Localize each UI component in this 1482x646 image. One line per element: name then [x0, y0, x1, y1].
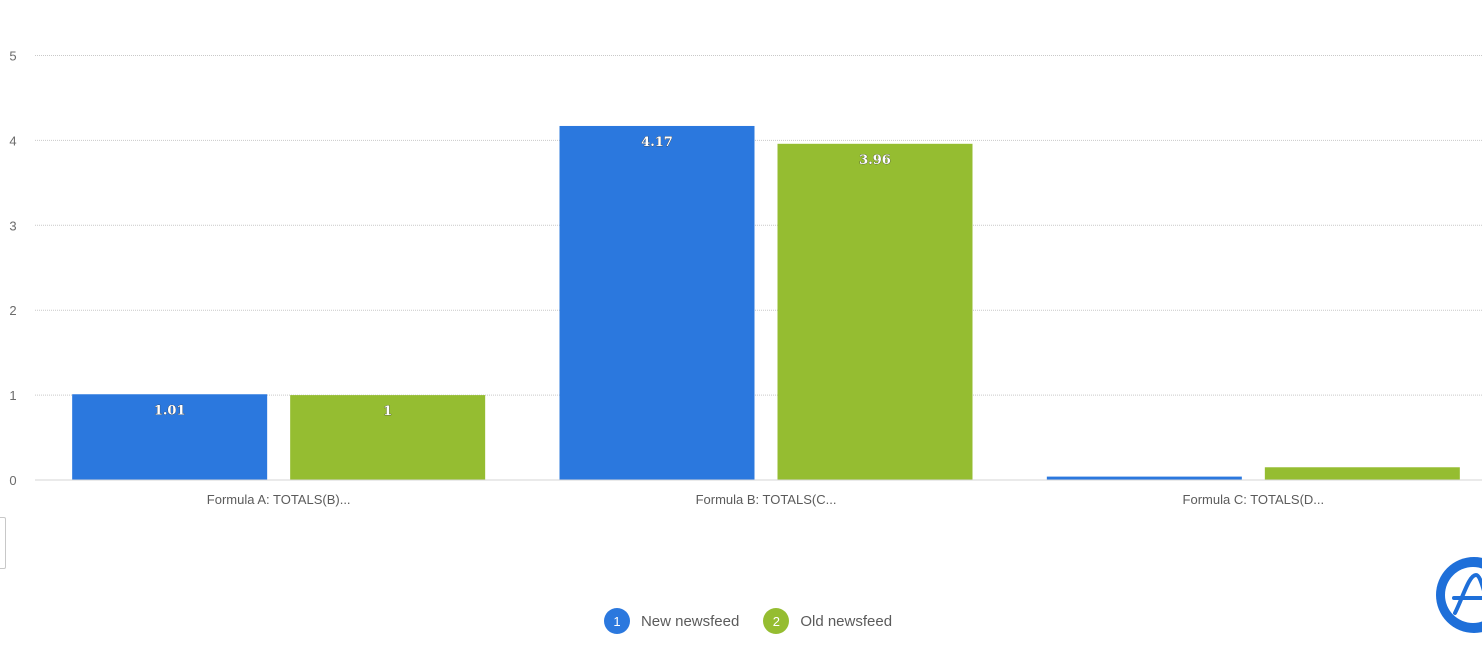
bar-2-series-1 — [559, 125, 755, 480]
bar-1-series-2 — [290, 395, 486, 480]
legend-badge-1: 1 — [603, 608, 630, 634]
data-label-1-series-2: 1 — [383, 404, 392, 419]
x-tick-label-2: Formula B: TOTALS(C... — [696, 492, 837, 507]
legend-badge-2: 2 — [763, 608, 790, 634]
y-tick-label-1: 1 — [9, 388, 16, 403]
bars — [72, 125, 1460, 480]
axes: 0 1 2 3 4 5 Formula A: TOTALS(B)... Formula B: … — [9, 49, 1482, 507]
side-panel-edge[interactable] — [0, 517, 6, 569]
y-tick-label-0: 0 — [9, 473, 16, 488]
x-tick-label-1: Formula A: TOTALS(B)... — [207, 492, 351, 507]
y-tick-label-3: 3 — [9, 218, 16, 233]
amplitude-logo-icon — [1445, 567, 1482, 623]
grid-lines — [35, 55, 1482, 396]
legend-item-series-2[interactable]: 2 Old newsfeed — [763, 608, 892, 634]
y-tick-label-4: 4 — [9, 133, 16, 148]
bar-chart: 1.01 1 4.17 3.96 0 1 2 3 4 5 Formula A: TOTALS(B)… — [9, 49, 1482, 507]
bar-1-series-1 — [72, 394, 268, 480]
legend-label-series-2: Old newsfeed — [800, 612, 893, 630]
data-label-1-series-1: 1.01 — [154, 403, 186, 418]
y-tick-label-2: 2 — [9, 303, 16, 318]
legend-item-series-1[interactable]: 1 New newsfeed — [603, 608, 740, 634]
bar-3-series-1 — [1046, 476, 1242, 480]
data-label-2-series-2: 3.96 — [859, 153, 891, 168]
legend: 1 New newsfeed 2 Old newsfeed — [0, 608, 1482, 634]
data-label-2-series-1: 4.17 — [641, 135, 673, 150]
bar-3-series-2 — [1264, 467, 1460, 480]
y-tick-label-5: 5 — [9, 49, 16, 64]
x-tick-label-3: Formula C: TOTALS(D... — [1183, 492, 1325, 507]
legend-label-series-1: New newsfeed — [640, 612, 740, 630]
bar-2-series-2 — [777, 143, 973, 480]
data-labels: 1.01 1 4.17 3.96 — [154, 135, 892, 420]
